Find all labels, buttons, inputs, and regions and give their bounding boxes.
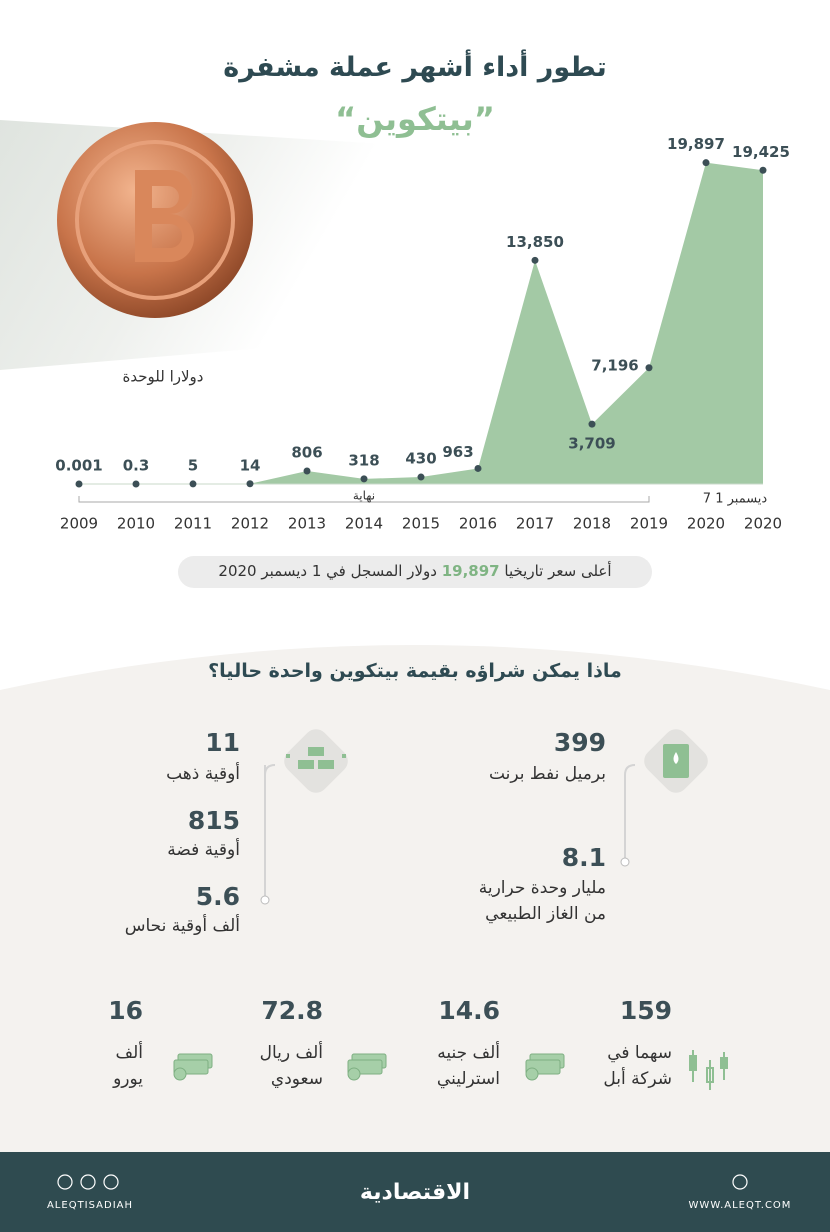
area [79, 162, 763, 484]
value-label: 0.3 [123, 456, 150, 474]
cash-icons [173, 1053, 565, 1081]
item-value: 815 [187, 806, 240, 835]
item-label: أوقية ذهب [166, 764, 240, 784]
value-label: 5 [188, 456, 198, 474]
footer-handle: ALEQTISADIAH [46, 1200, 134, 1211]
oil-drop [673, 752, 679, 764]
item-label: استرليني [436, 1069, 500, 1089]
date-label: 7 ديسمبر 1 [703, 492, 768, 507]
coin-symbol [135, 170, 194, 262]
x-tick-label: 2012 [231, 515, 269, 533]
x-tick-label: 2019 [630, 515, 668, 533]
value-label: 0.001 [55, 456, 102, 474]
value-label: 963 [442, 443, 473, 461]
point [417, 473, 425, 481]
point [759, 166, 767, 174]
footer-logo: الاقتصادية [359, 1180, 471, 1205]
highlight-after: دولار المسجل في 1 ديسمبر 2020 [218, 562, 437, 580]
section-background [0, 645, 830, 1152]
item-value: 399 [553, 728, 606, 757]
item-label: مليار وحدة حرارية [478, 878, 606, 898]
connector [624, 764, 636, 776]
item-value: 16 [108, 996, 143, 1025]
stock-icon [689, 1050, 728, 1090]
x-tick-label: 2010 [117, 515, 155, 533]
item-label: من الغاز الطبيعي [485, 904, 606, 924]
x-tick-label: 2020 [744, 515, 782, 533]
subtitle: ”بيتكوين“ [335, 100, 495, 138]
footer-bar [0, 1152, 830, 1232]
value-label: 14 [240, 456, 261, 474]
item-label: ألف جنيه [437, 1043, 500, 1063]
item-value: 8.1 [561, 843, 606, 872]
x-tick-label: 2015 [402, 515, 440, 533]
footer-website: WWW.ALEQT.COM [688, 1200, 792, 1211]
item-label: سعودي [270, 1069, 323, 1089]
item-label: برميل نفط برنت [488, 764, 606, 784]
x-tick-label: 2014 [345, 515, 383, 533]
x-tick-label: 2011 [174, 515, 212, 533]
title: تطور أداء أشهر عملة مشفرة [223, 52, 607, 83]
gold-icon-tile [284, 729, 348, 793]
year-end-bracket [78, 496, 650, 503]
item-value: 14.6 [438, 996, 500, 1025]
point [303, 467, 311, 475]
point [588, 420, 596, 428]
point [702, 159, 710, 167]
section-title: ماذا يمكن شراؤه بقيمة بيتكوين واحدة حالي… [208, 660, 622, 682]
item-label: يورو [113, 1069, 143, 1089]
value-label: 430 [405, 450, 436, 468]
connector [264, 764, 276, 776]
value-label: 318 [348, 451, 379, 469]
x-tick-label: 2016 [459, 515, 497, 533]
value-label: 19,425 [732, 143, 790, 161]
x-tick-label: 2018 [573, 515, 611, 533]
point [189, 480, 197, 488]
highlight-value: 19,897 [441, 562, 500, 580]
point [246, 480, 254, 488]
x-tick-label: 2020 [687, 515, 725, 533]
social-icons [57, 1174, 748, 1190]
value-label: 806 [291, 443, 322, 461]
year-end-label: نهاية [353, 489, 375, 503]
x-tick-label: 2017 [516, 515, 554, 533]
point [474, 464, 482, 472]
item-value: 159 [619, 996, 672, 1025]
highlight-text: أعلى سعر تاريخيا 19,897 دولار المسجل في … [178, 562, 652, 580]
highlight-pill [178, 556, 652, 588]
coin-rim [75, 140, 235, 300]
point [75, 480, 83, 488]
item-label: سهما في [607, 1043, 672, 1063]
connector-dot [620, 857, 630, 867]
x-tick-label: 2009 [60, 515, 98, 533]
value-label: 19,897 [667, 135, 725, 153]
value-label: 13,850 [506, 233, 564, 251]
highlight-before: أعلى سعر تاريخيا [504, 562, 612, 580]
unit-label: دولارا للوحدة [123, 368, 204, 386]
value-label: 7,196 [591, 356, 638, 374]
item-label: شركة أبل [603, 1069, 672, 1089]
gold-icon [286, 747, 346, 769]
connector-dot [260, 895, 270, 905]
point [531, 256, 539, 264]
point [132, 480, 140, 488]
point [360, 475, 368, 483]
value-label: 3,709 [568, 435, 615, 453]
item-value: 11 [205, 728, 240, 757]
item-value: 72.8 [261, 996, 323, 1025]
item-label: أوقية فضة [167, 840, 240, 860]
chart: 0.001 2009 0.3 2010 5 2011 14 2012 806 2013 318 201… [55, 135, 790, 533]
x-tick-label: 2013 [288, 515, 326, 533]
point [645, 364, 653, 372]
item-label: ألف ريال [259, 1043, 323, 1063]
item-value: 5.6 [195, 882, 240, 911]
item-label: ألف أوقية نحاس [124, 916, 240, 936]
item-label: ألف [115, 1043, 143, 1063]
